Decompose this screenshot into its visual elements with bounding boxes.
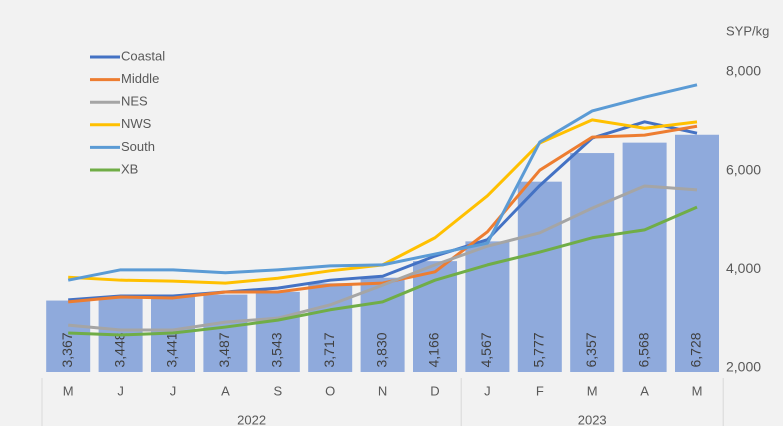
legend-label: NES — [121, 94, 148, 109]
y-tick-label: 2,000 — [726, 359, 761, 375]
x-tick-label: J — [170, 383, 177, 398]
legend-label: Middle — [121, 71, 159, 86]
group-label: 2022 — [237, 412, 266, 426]
x-tick-label: A — [221, 383, 230, 398]
x-tick-label: J — [484, 383, 491, 398]
bar-value-label: 6,357 — [583, 332, 599, 367]
bar — [46, 300, 91, 372]
x-tick-label: J — [117, 383, 124, 398]
bar-value-label: 4,166 — [426, 332, 442, 367]
bar — [203, 294, 248, 372]
x-tick-label: F — [536, 383, 544, 398]
x-tick-label: A — [640, 383, 649, 398]
bar — [465, 241, 510, 372]
bar-value-label: 3,441 — [164, 332, 180, 367]
bar-value-label: 3,487 — [216, 332, 232, 367]
bar — [675, 134, 719, 372]
group-label: 2023 — [578, 412, 607, 426]
bar-value-label: 3,717 — [321, 332, 337, 367]
legend-label: Coastal — [121, 48, 165, 63]
line-series — [67, 83, 698, 282]
bar-value-label: 3,830 — [373, 332, 389, 367]
line-series — [68, 184, 698, 332]
bar — [360, 277, 405, 372]
x-tick-label: O — [325, 383, 335, 398]
bar-value-label: 3,448 — [111, 332, 127, 367]
bar — [570, 153, 615, 372]
x-tick-label: N — [378, 383, 387, 398]
y-tick-label: 4,000 — [726, 260, 761, 276]
y-tick-label: 6,000 — [726, 161, 761, 177]
line-series — [68, 124, 698, 304]
legend-label: NWS — [121, 116, 152, 131]
x-tick-label: M — [692, 383, 703, 398]
bar-value-label: 3,367 — [59, 332, 75, 367]
bar-value-label: 5,777 — [531, 332, 547, 367]
x-tick-label: M — [587, 383, 598, 398]
bar-value-label: 3,543 — [269, 332, 285, 367]
x-tick-label: M — [63, 383, 74, 398]
legend-label: South — [121, 139, 155, 154]
bar-value-label: 6,728 — [688, 332, 704, 367]
x-tick-label: D — [430, 383, 439, 398]
y-tick-label: 8,000 — [726, 63, 761, 79]
line-series — [68, 205, 698, 337]
bar-value-label: 4,567 — [478, 332, 494, 367]
y-axis-label: SYP/kg — [726, 23, 769, 38]
bar — [255, 291, 300, 372]
bar — [517, 181, 562, 372]
bar — [622, 142, 667, 372]
legend-label: XB — [121, 161, 138, 176]
x-tick-label: S — [273, 383, 282, 398]
bar-value-label: 6,568 — [635, 332, 651, 367]
